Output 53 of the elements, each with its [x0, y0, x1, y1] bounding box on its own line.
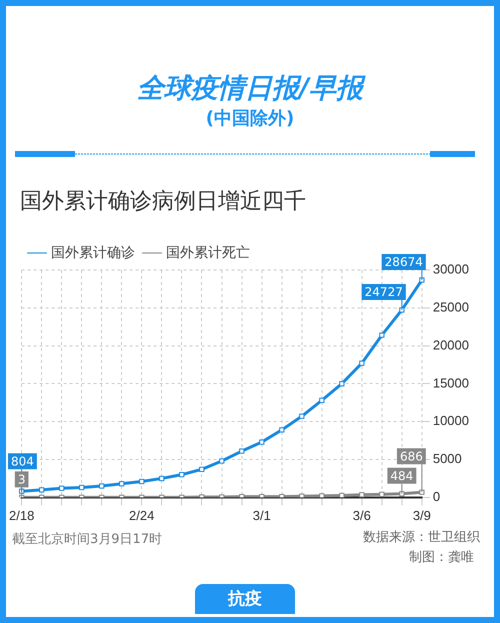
- point: [159, 476, 164, 482]
- point: [239, 448, 244, 454]
- point: [359, 492, 364, 498]
- data-label: 484: [390, 468, 414, 483]
- x-tick-label: 2/24: [129, 508, 154, 523]
- chart-subtitle: (中国除外): [204, 107, 296, 130]
- point: [299, 414, 304, 419]
- y-tick-label: 25000: [432, 299, 470, 314]
- point: [59, 486, 64, 491]
- point: [79, 484, 84, 490]
- x-tick-label: 3/1: [252, 508, 271, 523]
- point: [319, 493, 324, 498]
- y-tick-label: 15000: [432, 375, 470, 390]
- y-tick-label: 20000: [432, 337, 470, 352]
- point: [259, 439, 264, 445]
- point: [279, 427, 284, 433]
- point: [339, 492, 344, 498]
- point: [299, 494, 304, 498]
- point: [179, 472, 184, 478]
- point: [419, 277, 424, 283]
- data-label: 3: [18, 472, 26, 486]
- data-label: 24727: [364, 285, 403, 300]
- point: [359, 360, 364, 366]
- y-tick-label: 10000: [432, 413, 470, 428]
- chart-title: 全球疫情日报/早报: [136, 72, 367, 106]
- x-tick-label: 3/6: [352, 508, 371, 523]
- x-tick-label: 2/18: [8, 508, 34, 523]
- point: [99, 483, 104, 489]
- x-tick-label: 3/9: [412, 508, 431, 523]
- data-label: 28674: [384, 255, 423, 270]
- legend-label: 国外累计确诊: [51, 244, 135, 260]
- text: 国外累计确诊病例日增近四千: [20, 188, 306, 216]
- point: [139, 478, 144, 484]
- point: [379, 332, 384, 338]
- source-note: 数据来源：世卫组织: [363, 529, 480, 546]
- y-tick-label: 5000: [432, 451, 462, 466]
- point: [199, 466, 204, 472]
- y-tick-label: 0: [432, 488, 440, 504]
- data-label: 804: [11, 454, 34, 468]
- text: 抗疫: [195, 584, 295, 614]
- legend-label: 国外累计死亡: [166, 244, 250, 260]
- text: 制图：龚唯: [409, 549, 474, 566]
- data-label: 686: [400, 449, 423, 464]
- text: 截至北京时间3月9日17时: [12, 531, 162, 548]
- point: [379, 492, 384, 497]
- point: [219, 458, 224, 464]
- point: [39, 487, 44, 492]
- point: [119, 481, 124, 486]
- y-tick-label: 30000: [432, 262, 470, 277]
- point: [399, 491, 404, 496]
- point: [339, 381, 344, 386]
- point: [419, 490, 424, 495]
- point: [319, 398, 324, 403]
